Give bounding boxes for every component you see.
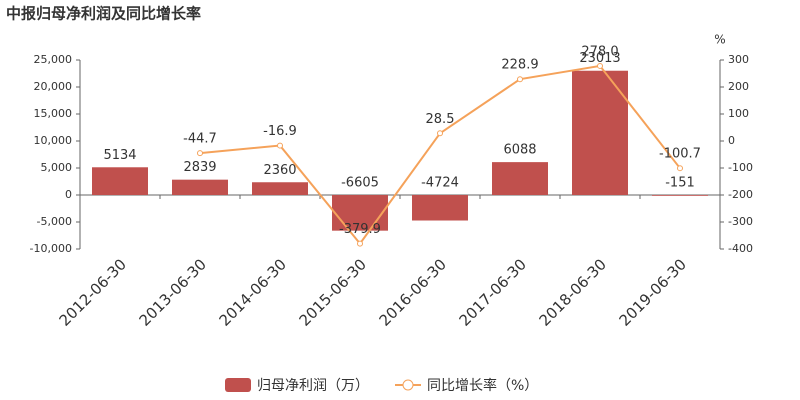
bar (492, 162, 548, 195)
x-tick-label: 2016-06-30 (376, 255, 450, 329)
bar-value-label: -151 (665, 176, 695, 191)
y2-tick-label: 300 (728, 53, 749, 66)
y-tick-label: 15,000 (34, 107, 73, 120)
line-value-label: 278.0 (581, 44, 618, 59)
line-point (197, 150, 203, 157)
y2-tick-label: -100 (728, 161, 753, 174)
x-tick-label: 2014-06-30 (216, 255, 290, 329)
y-tick-label: 5,000 (41, 161, 73, 174)
line-point (277, 142, 283, 149)
line-point (357, 240, 363, 247)
line-point (597, 62, 603, 69)
bar-value-label: 23013 (579, 51, 620, 66)
y-tick-label: 20,000 (34, 80, 73, 93)
line-value-label: -16.9 (263, 124, 297, 139)
x-tick-label: 2018-06-30 (536, 255, 610, 329)
line-point (517, 76, 523, 83)
y2-tick-label: -400 (728, 242, 753, 255)
line-value-label: -44.7 (183, 132, 217, 147)
legend-swatch (402, 379, 414, 391)
line-value-label: -379.9 (339, 222, 381, 237)
y2-tick-label: 200 (728, 80, 749, 93)
x-tick-label: 2019-06-30 (616, 255, 690, 329)
y-tick-label: 25,000 (34, 53, 73, 66)
bar-value-label: 6088 (503, 143, 536, 158)
x-tick-label: 2015-06-30 (296, 255, 370, 329)
bar (172, 179, 228, 195)
line-point (437, 130, 443, 137)
line-point (677, 165, 683, 172)
y2-tick-label: -200 (728, 188, 753, 201)
bar-value-label: 5134 (103, 148, 136, 163)
y-tick-label: 0 (65, 188, 72, 201)
bar (652, 195, 708, 196)
bar-value-label: -4724 (421, 176, 459, 191)
x-tick-label: 2012-06-30 (56, 255, 130, 329)
line-value-label: 228.9 (501, 58, 538, 73)
chart-title: 中报归母净利润及同比增长率 (6, 5, 201, 23)
bar (252, 182, 308, 195)
y2-tick-label: 0 (728, 134, 735, 147)
legend-swatch (225, 378, 251, 392)
line-value-label: 28.5 (426, 112, 455, 127)
y-tick-label: 10,000 (34, 134, 73, 147)
bar-value-label: -6605 (341, 176, 379, 191)
line-value-label: -100.7 (659, 147, 701, 162)
y-tick-label: -10,000 (30, 242, 72, 255)
bar (92, 167, 148, 195)
legend-label: 同比增长率（%） (427, 377, 538, 394)
x-tick-label: 2017-06-30 (456, 255, 530, 329)
y2-tick-label: 100 (728, 107, 749, 120)
bar-value-label: 2360 (263, 163, 296, 178)
y2-tick-label: -300 (728, 215, 753, 228)
x-tick-label: 2013-06-30 (136, 255, 210, 329)
y-tick-label: -5,000 (37, 215, 72, 228)
bar (572, 70, 628, 195)
bar (412, 195, 468, 221)
bar (332, 195, 388, 231)
y2-unit: % (714, 33, 725, 47)
legend-label: 归母净利润（万） (257, 377, 369, 394)
bar-value-label: 2839 (183, 160, 216, 175)
